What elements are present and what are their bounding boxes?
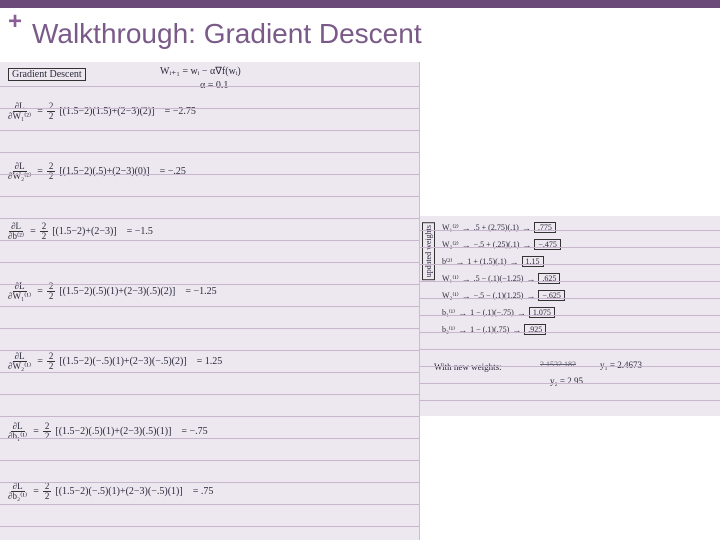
right-paper: updated weights W₁⁽²⁾→.5 + (2.75)(.1)→.7…: [420, 216, 720, 416]
footer-label: With new weights:: [434, 362, 502, 372]
grad-row: ∂L∂b⁽²⁾ = 22[(1.5−2)+(2−3)] = −1.5: [6, 222, 153, 241]
arrow-icon: →: [522, 240, 531, 250]
weight-result: −.475: [534, 239, 561, 250]
plus-icon: +: [8, 10, 22, 34]
body: [(1.5−2)+(2−3)]: [52, 226, 116, 237]
grad-row: ∂L∂W₂⁽¹⁾ = 22[(1.5−2)(−.5)(1)+(2−3)(−.5)(2…: [6, 352, 222, 371]
grad-row: ∂L∂W₁⁽²⁾=22[(1.5−2)(1.5)+(2−3)(2)]= −2.7…: [6, 102, 196, 121]
arrow-icon: →: [455, 257, 464, 267]
coef-frac: 22: [47, 102, 56, 121]
update-rule: Wᵢ₊₁ = wᵢ − α∇f(wᵢ): [160, 66, 241, 77]
equals: =: [37, 286, 43, 297]
partial-frac: ∂L∂W₂⁽²⁾: [6, 162, 33, 181]
body: [(1.5−2)(.5)(1)+(2−3)(.5)(2)]: [59, 286, 175, 297]
coef-frac: 22: [43, 482, 52, 501]
weight-result: .925: [524, 324, 546, 335]
grad-row: ∂L∂W₂⁽²⁾ = 22[(1.5−2)(.5)+(2−3)(0)] = −.25: [6, 162, 186, 181]
equals: =: [37, 166, 43, 177]
body: [(1.5−2)(−.5)(1)+(2−3)(−.5)(1)]: [55, 486, 182, 497]
coef-frac: 22: [47, 162, 56, 181]
footer-scratch: 2.1532.182: [540, 360, 576, 369]
equals: =: [37, 356, 43, 367]
slide-title: Walkthrough: Gradient Descent: [32, 18, 422, 50]
weight-row: W₂⁽²⁾→−.5 + (.25)(.1)→−.475: [442, 239, 561, 250]
body: [(1.5−2)(.5)+(2−3)(0)]: [59, 166, 149, 177]
arrow-icon: →: [526, 274, 535, 284]
weight-row: b⁽²⁾→1 + (1.5)(.1)→1.15: [442, 256, 544, 267]
result: = 1.25: [197, 356, 223, 367]
weight-result: .775: [534, 222, 556, 233]
weight-row: b₁⁽¹⁾→1 − (.1)(−.75)→1.075: [442, 307, 555, 318]
grad-row: ∂L∂b₂⁽¹⁾ = 22[(1.5−2)(−.5)(1)+(2−3)(−.5)(1…: [6, 482, 213, 501]
accent-bar: [0, 0, 720, 8]
arrow-icon: →: [512, 325, 521, 335]
result: = −1.25: [185, 286, 216, 297]
footer-y2: y₂ = 2.95: [550, 376, 583, 386]
arrow-icon: →: [522, 223, 531, 233]
weight-result: −.625: [538, 290, 565, 301]
heading-box: Gradient Descent: [8, 68, 86, 81]
partial-frac: ∂L∂b⁽²⁾: [6, 222, 26, 241]
slide: + Walkthrough: Gradient Descent Gradient…: [0, 0, 720, 540]
arrow-icon: →: [462, 274, 471, 284]
equals: =: [30, 226, 36, 237]
arrow-icon: →: [462, 291, 471, 301]
result: = −1.5: [127, 226, 153, 237]
arrow-icon: →: [462, 240, 471, 250]
weight-result: .625: [538, 273, 560, 284]
coef-frac: 22: [47, 352, 56, 371]
left-paper: Gradient Descent Wᵢ₊₁ = wᵢ − α∇f(wᵢ) α =…: [0, 62, 420, 540]
partial-frac: ∂L∂W₁⁽²⁾: [6, 102, 33, 121]
arrow-icon: →: [458, 308, 467, 318]
weight-row: W₁⁽¹⁾→.5 − (.1)(−1.25)→.625: [442, 273, 560, 284]
partial-frac: ∂L∂W₂⁽¹⁾: [6, 352, 33, 371]
footer-y1: y₁ = 2.4673: [600, 360, 642, 370]
result: = −.75: [181, 426, 207, 437]
weight-result: 1.15: [522, 256, 544, 267]
coef-frac: 22: [40, 222, 49, 241]
body: [(1.5−2)(.5)(1)+(2−3)(.5)(1)]: [55, 426, 171, 437]
body: [(1.5−2)(−.5)(1)+(2−3)(−.5)(2)]: [59, 356, 186, 367]
partial-frac: ∂L∂b₂⁽¹⁾: [6, 482, 29, 501]
arrow-icon: →: [462, 223, 471, 233]
arrow-icon: →: [510, 257, 519, 267]
weight-row: W₁⁽²⁾→.5 + (2.75)(.1)→.775: [442, 222, 556, 233]
arrow-icon: →: [458, 325, 467, 335]
equals: =: [33, 426, 39, 437]
weight-row: b₂⁽¹⁾→1 − (.1)(.75)→.925: [442, 324, 546, 335]
arrow-icon: →: [517, 308, 526, 318]
weight-result: 1.075: [529, 307, 555, 318]
result: = .75: [193, 486, 214, 497]
arrow-icon: →: [526, 291, 535, 301]
weight-row: W₂⁽¹⁾→−.5 − (.1)(1.25)→−.625: [442, 290, 565, 301]
equals: =: [33, 486, 39, 497]
result: = −.25: [160, 166, 186, 177]
